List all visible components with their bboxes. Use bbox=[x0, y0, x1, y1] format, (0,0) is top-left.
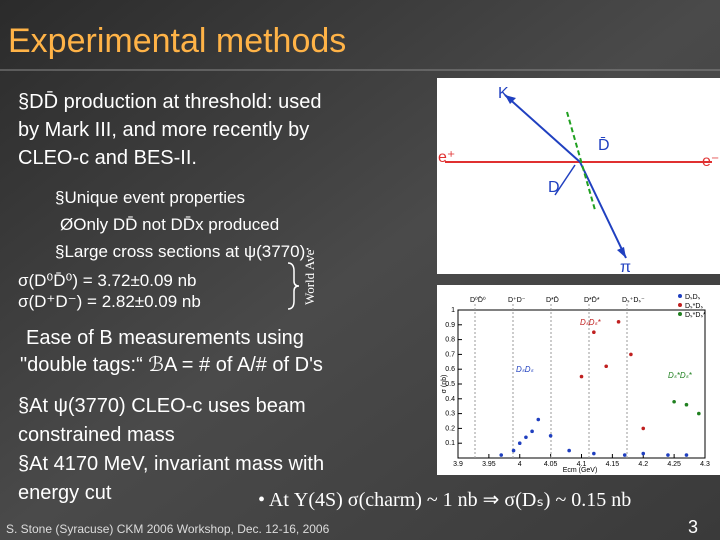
legend-marker bbox=[678, 303, 682, 307]
channel-label: D⁰D̄⁰ bbox=[470, 296, 486, 304]
data-point bbox=[592, 451, 596, 456]
bullet-text: §DD̄ production at threshold: used bbox=[18, 90, 322, 113]
x-tick-label: 4.3 bbox=[700, 461, 710, 468]
data-point bbox=[666, 453, 670, 457]
data-point bbox=[641, 426, 646, 431]
y-axis-label: σ (nb) bbox=[441, 375, 448, 394]
data-point bbox=[592, 330, 596, 335]
sub-bullet: ØOnly DD̄ not DD̄x produced bbox=[60, 215, 279, 234]
diagram-label: π bbox=[620, 259, 631, 276]
plot-annotation: DₛDₛ* bbox=[580, 318, 602, 327]
mass-text: §At ψ(3770) CLEO-c uses beam bbox=[18, 395, 306, 417]
sub-bullet: §Large cross sections at ψ(3770): bbox=[55, 242, 310, 261]
x-tick-label: 4 bbox=[518, 461, 522, 468]
bullet-text: by Mark III, and more recently by bbox=[18, 119, 309, 141]
diagram-label: D bbox=[548, 179, 560, 196]
y-tick-label: 1 bbox=[451, 307, 455, 314]
y-tick-label: 0.7 bbox=[445, 351, 455, 358]
x-tick-label: 4.25 bbox=[667, 461, 681, 468]
data-point bbox=[604, 364, 608, 369]
diagram bbox=[437, 78, 720, 274]
x-tick-label: 3.9 bbox=[453, 461, 463, 468]
legend-label: Dₛ*Dₛ bbox=[685, 303, 703, 310]
diagram-label: D̄ bbox=[598, 137, 610, 154]
data-point bbox=[567, 448, 571, 453]
world-ave: World Ave bbox=[302, 249, 317, 305]
plot-panel bbox=[437, 285, 720, 475]
data-point bbox=[517, 441, 522, 446]
diagram-label: e⁻ bbox=[702, 153, 719, 170]
data-point bbox=[530, 429, 534, 434]
ease-text: "double tags:“ ℬA = # of A/# of D's bbox=[20, 354, 323, 376]
ease-text: Ease of B measurements using bbox=[26, 327, 304, 349]
x-tick-label: 4.05 bbox=[544, 461, 558, 468]
data-point bbox=[672, 399, 676, 404]
y-tick-label: 0.2 bbox=[445, 425, 455, 432]
page-number: 3 bbox=[688, 517, 698, 537]
y-tick-label: 0.3 bbox=[445, 411, 455, 418]
cross-section: σ(D⁰D̄⁰) = 3.72±0.09 nb bbox=[18, 271, 197, 290]
data-point bbox=[524, 435, 528, 440]
plot-annotation: Dₛ*Dₛ* bbox=[668, 371, 693, 380]
sub-bullet: §Unique event properties bbox=[55, 188, 245, 207]
x-axis-label: Ecm (GeV) bbox=[563, 467, 598, 474]
x-tick-label: 4.2 bbox=[638, 461, 648, 468]
y-tick-label: 0.9 bbox=[445, 322, 455, 329]
legend-label: Dₛ*Dₛ* bbox=[685, 312, 706, 319]
legend-label: DₛDₛ bbox=[685, 294, 701, 301]
footer: S. Stone (Syracuse) CKM 2006 Workshop, D… bbox=[6, 522, 330, 536]
x-tick-label: 4.1 bbox=[577, 461, 587, 468]
legend-marker bbox=[678, 312, 682, 316]
data-point bbox=[622, 453, 627, 457]
cross-section: σ(D⁺D⁻) = 2.82±0.09 nb bbox=[18, 292, 201, 311]
mass-text: energy cut bbox=[18, 482, 112, 504]
data-point bbox=[616, 320, 621, 324]
data-point bbox=[629, 352, 633, 357]
data-point bbox=[684, 402, 689, 407]
y-tick-label: 0.5 bbox=[445, 381, 455, 388]
data-point bbox=[684, 453, 689, 457]
channel-label: D*D̄ bbox=[546, 296, 559, 304]
mass-text: §At 4170 MeV, invariant mass with bbox=[18, 453, 324, 475]
legend-marker bbox=[678, 294, 682, 298]
y-tick-label: 0.6 bbox=[445, 366, 455, 373]
data-point bbox=[548, 434, 553, 438]
diagram-label: K bbox=[498, 85, 509, 102]
data-point bbox=[697, 411, 701, 416]
channel-label: D⁺D⁻ bbox=[508, 297, 526, 304]
data-point bbox=[499, 453, 504, 457]
data-point bbox=[511, 448, 516, 453]
x-tick-label: 3.95 bbox=[482, 461, 496, 468]
title: Experimental methods bbox=[8, 22, 346, 60]
x-tick-label: 4.15 bbox=[606, 461, 620, 468]
data-point bbox=[641, 451, 646, 456]
upsilon-note: • At Υ(4S) σ(charm) ~ 1 nb ⇒ σ(Dₛ) ~ 0.1… bbox=[258, 489, 631, 511]
data-point bbox=[579, 374, 584, 379]
y-tick-label: 0.8 bbox=[445, 337, 455, 344]
diagram-label: e⁺ bbox=[438, 149, 455, 166]
channel-label: D*D̄* bbox=[584, 296, 600, 304]
bullet-text: CLEO-c and BES-II. bbox=[18, 147, 197, 169]
brace bbox=[287, 262, 300, 310]
data-point bbox=[536, 417, 541, 422]
channel-label: Dₛ⁺Dₛ⁻ bbox=[622, 297, 645, 304]
y-tick-label: 0.4 bbox=[445, 396, 455, 403]
y-tick-label: 0.1 bbox=[445, 440, 455, 447]
plot-annotation: DₛDₛ bbox=[516, 365, 535, 374]
mass-text: constrained mass bbox=[18, 424, 175, 446]
